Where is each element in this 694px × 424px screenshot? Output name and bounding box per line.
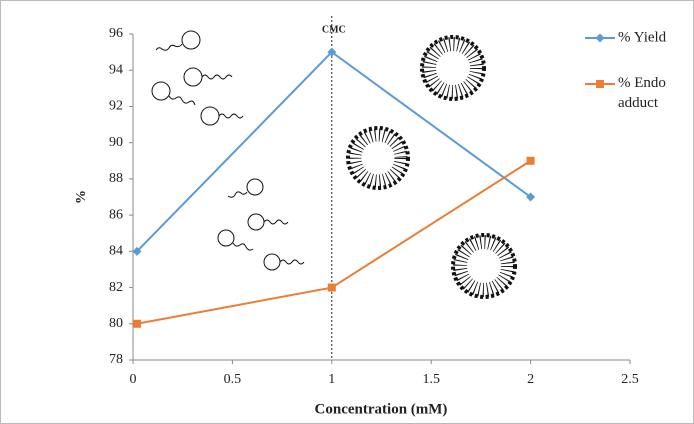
x-tick-label: 1.5 [422, 372, 440, 387]
point [526, 156, 535, 165]
y-tick-label: 82 [109, 280, 123, 295]
point [132, 246, 142, 256]
point [327, 283, 336, 292]
legend-label: % Endo adduct [618, 75, 666, 111]
x-tick-label: 2.5 [621, 372, 639, 387]
annotation-label: CMC [322, 24, 346, 35]
y-tick-label: 88 [109, 171, 123, 186]
x-tick-label: 0.5 [224, 372, 242, 387]
y-axis-title: % [74, 190, 89, 204]
y-tick-label: 90 [109, 135, 123, 150]
y-tick-label: 92 [109, 99, 123, 114]
point [132, 319, 141, 328]
decoration [151, 30, 517, 299]
y-tick-label: 84 [109, 244, 123, 259]
x-axis-title: Concentration (mM) [315, 401, 448, 417]
legend-marker [595, 33, 605, 43]
legend-label: % Yield [618, 29, 667, 45]
legend-marker [596, 80, 604, 88]
point [526, 192, 536, 202]
point [327, 47, 337, 57]
y-tick-label: 86 [109, 207, 123, 222]
y-tick-label: 80 [109, 316, 123, 331]
y-tick-label: 78 [109, 352, 123, 367]
y-tick-label: 94 [109, 62, 123, 77]
x-tick-label: 0 [130, 372, 137, 387]
x-tick-label: 2 [527, 372, 534, 387]
x-tick-label: 1 [328, 372, 335, 387]
y-tick-label: 96 [109, 26, 123, 41]
